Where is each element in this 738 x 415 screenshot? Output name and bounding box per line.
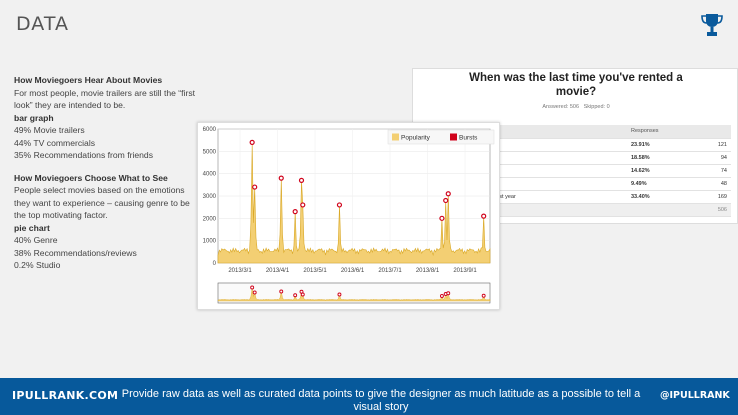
overview-burst-marker [252, 290, 257, 295]
survey-row-count: 48 [690, 177, 731, 191]
survey-row-count: 74 [690, 164, 731, 178]
table-row-total: 506 [491, 203, 731, 217]
overview-burst-marker [300, 292, 305, 297]
overview-burst-marker [250, 285, 255, 290]
survey-row-pct: 18.58% [627, 151, 691, 165]
survey-meta: Answered: 506 Skipped: 0 [413, 104, 738, 110]
y-tick-label: 2000 [203, 216, 217, 222]
table-row: 23.91% 121 [491, 138, 731, 152]
overview-burst-marker [293, 293, 298, 298]
survey-row-pct: 9.49% [627, 177, 691, 191]
burst-marker [292, 209, 298, 215]
burst-marker [481, 213, 487, 219]
section1-body: For most people, movie trailers are stil… [14, 87, 196, 111]
survey-row-pct: 14.62% [627, 164, 691, 178]
burst-marker [439, 215, 445, 221]
table-row: 18.58% 94 [491, 151, 731, 165]
survey-row-label [491, 151, 627, 165]
y-tick-label: 4000 [203, 172, 217, 178]
chart-overview-navigator[interactable] [217, 282, 491, 304]
footer-handle: @IPULLRANK [660, 390, 730, 401]
section2-item: 38% Recommendations/reviews [14, 247, 137, 258]
survey-question: When was the last time you've rented a m… [469, 72, 683, 98]
overview-burst-marker [439, 294, 444, 298]
survey-screenshot: When was the last time you've rented a m… [412, 68, 738, 224]
survey-row-label: last year [491, 190, 627, 204]
overview-burst-marker [446, 291, 451, 296]
survey-row-count: 121 [690, 138, 731, 152]
burst-marker [252, 184, 258, 190]
popularity-chart: 0 1000 2000 3000 4000 5000 6000 2013/3/1 2013/4… [197, 122, 500, 310]
legend-bursts: Bursts [459, 135, 478, 142]
popularity-area [217, 142, 491, 264]
legend-popularity: Popularity [401, 135, 431, 142]
popularity-chart-svg: 0 1000 2000 3000 4000 5000 6000 2013/3/1 2013/4… [203, 127, 495, 304]
slide-title: DATA [16, 13, 69, 35]
survey-row-label [491, 164, 627, 178]
section1-chart-type: bar graph [14, 112, 54, 123]
trophy-icon [701, 14, 723, 36]
y-tick-label: 1000 [203, 239, 217, 245]
survey-answered: Answered: 506 [542, 104, 580, 110]
chart-legend: Popularity Bursts [387, 129, 495, 145]
section2-heading: How Moviegoers Choose What to See [14, 172, 168, 183]
y-tick-label: 6000 [203, 127, 217, 133]
burst-marker [445, 191, 451, 197]
burst-marker [298, 177, 305, 183]
survey-table: Responses 23.91% 121 18.58% 94 14.62% 74… [491, 125, 731, 217]
footer-bar: IPULLRANK.COM Provide raw data as well a… [0, 378, 738, 415]
survey-row-count: 169 [690, 190, 731, 204]
x-tick-label: 2013/6/1 [341, 268, 365, 274]
y-tick-label: 0 [213, 261, 217, 267]
burst-marker [278, 175, 284, 181]
burst-marker [249, 139, 255, 145]
section2-body: People select movies based on the emotio… [14, 185, 190, 220]
x-tick-label: 2013/5/1 [303, 268, 327, 274]
section2-chart-type: pie chart [14, 222, 50, 233]
section2-item: 0.2% Studio [14, 260, 61, 270]
footer-message: Provide raw data as well as curated data… [121, 388, 641, 413]
survey-row-count: 94 [690, 151, 731, 165]
burst-marker [336, 202, 343, 208]
survey-skipped: Skipped: 0 [583, 104, 610, 110]
burst-marker [443, 197, 449, 204]
survey-row-pct: 33.40% [627, 190, 691, 204]
text-column: How Moviegoers Hear About Movies For mos… [14, 74, 200, 272]
section1-item: 49% Movie trailers [14, 125, 85, 135]
survey-row-label [491, 177, 627, 191]
overview-area [217, 287, 491, 302]
table-row: 9.49% 48 [491, 177, 731, 191]
footer-brand: IPULLRANK.COM [12, 389, 119, 402]
section2-item: 40% Genre [14, 235, 58, 245]
survey-total: 506 [690, 203, 731, 217]
x-tick-label: 2013/3/1 [228, 268, 252, 274]
y-tick-label: 5000 [203, 149, 217, 155]
survey-header-choices [491, 125, 627, 139]
x-tick-label: 2013/8/1 [416, 268, 440, 274]
x-tick-label: 2013/9/1 [453, 268, 477, 274]
x-tick-label: 2013/4/1 [266, 268, 290, 274]
y-tick-label: 3000 [203, 194, 217, 200]
survey-row-pct: 23.91% [627, 138, 691, 152]
survey-header-responses: Responses [627, 125, 731, 139]
table-row: last year 33.40% 169 [491, 190, 731, 204]
table-row: 14.62% 74 [491, 164, 731, 178]
section1-item: 35% Recommendations from friends [14, 150, 153, 160]
section1-item: 44% TV commercials [14, 137, 96, 148]
overview-burst-marker [337, 292, 342, 297]
overview-burst-marker [279, 289, 284, 294]
burst-marker [300, 202, 306, 208]
survey-row-label [491, 138, 627, 152]
x-tick-label: 2013/7/1 [378, 268, 402, 274]
section1-heading: How Moviegoers Hear About Movies [14, 75, 163, 85]
overview-burst-marker [481, 293, 486, 298]
